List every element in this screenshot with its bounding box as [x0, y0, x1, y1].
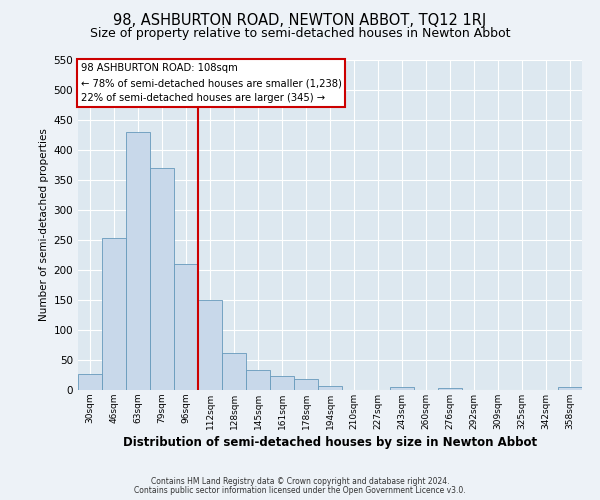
Bar [198, 300, 222, 390]
Bar [270, 376, 294, 390]
Bar [558, 387, 582, 390]
Bar [438, 388, 462, 390]
Y-axis label: Number of semi-detached properties: Number of semi-detached properties [39, 128, 49, 322]
Text: Contains public sector information licensed under the Open Government Licence v3: Contains public sector information licen… [134, 486, 466, 495]
Bar [246, 370, 270, 390]
Text: 98, ASHBURTON ROAD, NEWTON ABBOT, TQ12 1RJ: 98, ASHBURTON ROAD, NEWTON ABBOT, TQ12 1… [113, 12, 487, 28]
Text: Size of property relative to semi-detached houses in Newton Abbot: Size of property relative to semi-detach… [90, 28, 510, 40]
Text: Contains HM Land Registry data © Crown copyright and database right 2024.: Contains HM Land Registry data © Crown c… [151, 477, 449, 486]
Bar [318, 386, 342, 390]
Bar [126, 132, 150, 390]
Text: 98 ASHBURTON ROAD: 108sqm
← 78% of semi-detached houses are smaller (1,238)
22% : 98 ASHBURTON ROAD: 108sqm ← 78% of semi-… [80, 64, 341, 103]
Bar [102, 238, 126, 390]
Bar [150, 168, 174, 390]
Bar [78, 374, 102, 390]
Bar [294, 378, 318, 390]
Bar [222, 353, 246, 390]
X-axis label: Distribution of semi-detached houses by size in Newton Abbot: Distribution of semi-detached houses by … [123, 436, 537, 449]
Bar [174, 264, 198, 390]
Bar [390, 387, 414, 390]
